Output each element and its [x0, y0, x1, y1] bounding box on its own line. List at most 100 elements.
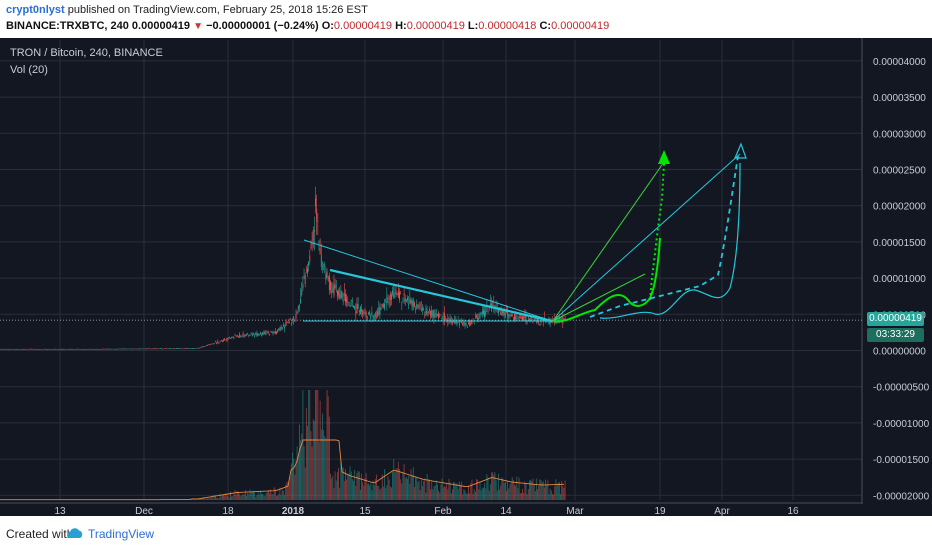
candle-body: [507, 312, 509, 316]
volume-bar: [340, 460, 342, 500]
candle-body: [323, 269, 325, 270]
volume-bar: [522, 488, 523, 500]
volume-bar: [532, 478, 534, 500]
candle-body: [70, 348, 72, 350]
volume-bar: [473, 489, 475, 500]
x-tick-label: Dec: [135, 506, 153, 516]
candle-body: [495, 305, 497, 307]
candle-body: [418, 305, 420, 309]
volume-bar: [361, 473, 362, 500]
candle-body: [169, 348, 170, 349]
volume-bar: [503, 482, 505, 500]
candle-body: [167, 348, 169, 350]
volume-bar: [323, 430, 325, 500]
volume-bar: [454, 482, 456, 500]
candle-body: [239, 333, 241, 337]
candle-body: [56, 349, 58, 350]
candle-body: [269, 334, 270, 335]
candle-body: [316, 208, 318, 222]
candle-body: [431, 310, 433, 318]
candle-body: [232, 337, 234, 338]
volume-bar: [466, 493, 468, 500]
volume-bar: [300, 439, 302, 500]
candle-body: [181, 348, 183, 350]
volume-bar: [292, 452, 293, 500]
candle-body: [453, 321, 454, 323]
volume-bar: [476, 479, 477, 500]
chart-panel[interactable]: 0.00004000 0.00003500 0.00003000 0.00002500…: [0, 38, 932, 516]
candle-body: [411, 300, 413, 309]
candle-body: [302, 284, 304, 289]
volume-bar: [502, 478, 504, 500]
candle-body: [127, 348, 129, 350]
volume-bar: [412, 467, 414, 500]
candle-body: [356, 304, 358, 313]
candle-body: [220, 340, 222, 342]
x-tick-label: 13: [54, 506, 66, 516]
candle-body: [462, 322, 464, 326]
volume-bar: [263, 495, 265, 500]
candle-body: [140, 348, 142, 350]
volume-bar: [432, 489, 434, 500]
volume-bar: [562, 486, 564, 500]
volume-bar: [508, 488, 510, 500]
candle-body: [195, 348, 197, 349]
volume-bar: [336, 472, 338, 500]
volume-bar: [564, 480, 566, 500]
candle-body: [105, 348, 107, 350]
candle-body: [382, 304, 384, 307]
change-value: −0.00000001 (−0.24%): [206, 20, 319, 32]
volume-bar: [239, 494, 241, 500]
candle-body: [364, 310, 366, 312]
volume-bar: [286, 482, 288, 500]
candle-body: [234, 334, 236, 336]
candle-body: [204, 346, 206, 347]
candle-body: [144, 348, 146, 350]
volume-bar: [284, 495, 285, 500]
candle-body: [266, 332, 268, 333]
volume-bar: [419, 489, 421, 500]
volume-bar: [465, 493, 467, 500]
candle-body: [213, 343, 215, 345]
volume-bar: [376, 474, 377, 500]
volume-bar: [230, 491, 231, 500]
candle-body: [247, 333, 249, 335]
volume-bar: [460, 485, 461, 500]
volume-bar: [529, 480, 530, 500]
candle-body: [319, 247, 321, 255]
tradingview-link[interactable]: TradingView: [88, 527, 155, 541]
volume-bar: [382, 486, 384, 500]
candle-body: [510, 314, 512, 317]
candle-body: [450, 318, 452, 323]
candle-body: [347, 302, 349, 304]
volume-bar: [447, 489, 449, 500]
volume-bar: [392, 471, 394, 500]
candle-body: [381, 304, 383, 306]
candle-body: [371, 312, 373, 316]
candle-body: [272, 332, 274, 334]
y-tick-label: -0.00001000: [873, 419, 930, 430]
candle-body: [197, 347, 199, 349]
price-chart[interactable]: 0.00004000 0.00003500 0.00003000 0.00002500…: [0, 38, 932, 516]
candle-body: [90, 348, 92, 350]
y-tick-label: 0.00004000: [873, 57, 926, 68]
candle-body: [388, 301, 390, 306]
candle-body: [37, 349, 39, 350]
volume-bar: [397, 461, 399, 500]
volume-bar: [226, 495, 228, 500]
candle-body: [440, 314, 442, 316]
volume-bar: [254, 491, 256, 500]
volume-bar: [491, 472, 492, 500]
candle-body: [504, 312, 506, 316]
volume-bar: [299, 424, 300, 500]
candle-body: [48, 348, 50, 350]
volume-bar: [208, 498, 210, 500]
low-value: 0.00000418: [478, 20, 537, 32]
volume-bar: [379, 489, 381, 500]
y-tick-label: 0.00001000: [873, 274, 926, 285]
author-link[interactable]: crypt0nlyst: [6, 4, 65, 16]
candle-body: [361, 309, 362, 312]
candle-body: [552, 319, 553, 322]
volume-bar: [469, 493, 471, 500]
volume-bar: [523, 492, 525, 500]
